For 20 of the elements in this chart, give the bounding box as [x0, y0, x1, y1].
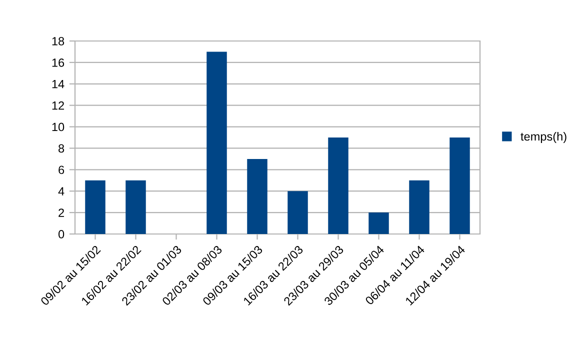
y-tick-label: 2 [58, 208, 64, 217]
bar [85, 180, 106, 234]
y-tick-label: 16 [52, 58, 64, 67]
bar [368, 212, 389, 234]
y-tick-label: 12 [52, 101, 64, 110]
bar [247, 158, 268, 234]
bar [328, 138, 348, 234]
y-tick-label: 18 [52, 37, 64, 46]
bar [288, 191, 308, 234]
legend-label: temps(h) [520, 132, 566, 143]
bar [206, 52, 227, 234]
bar [450, 138, 470, 234]
y-tick-label: 8 [58, 144, 64, 153]
y-tick-label: 10 [52, 122, 64, 132]
y-tick-label: 4 [58, 187, 64, 196]
y-tick-label: 6 [58, 166, 64, 174]
bar [409, 180, 430, 234]
y-tick-label: 0 [58, 230, 64, 238]
bar [126, 180, 146, 234]
y-tick-label: 14 [52, 80, 64, 88]
